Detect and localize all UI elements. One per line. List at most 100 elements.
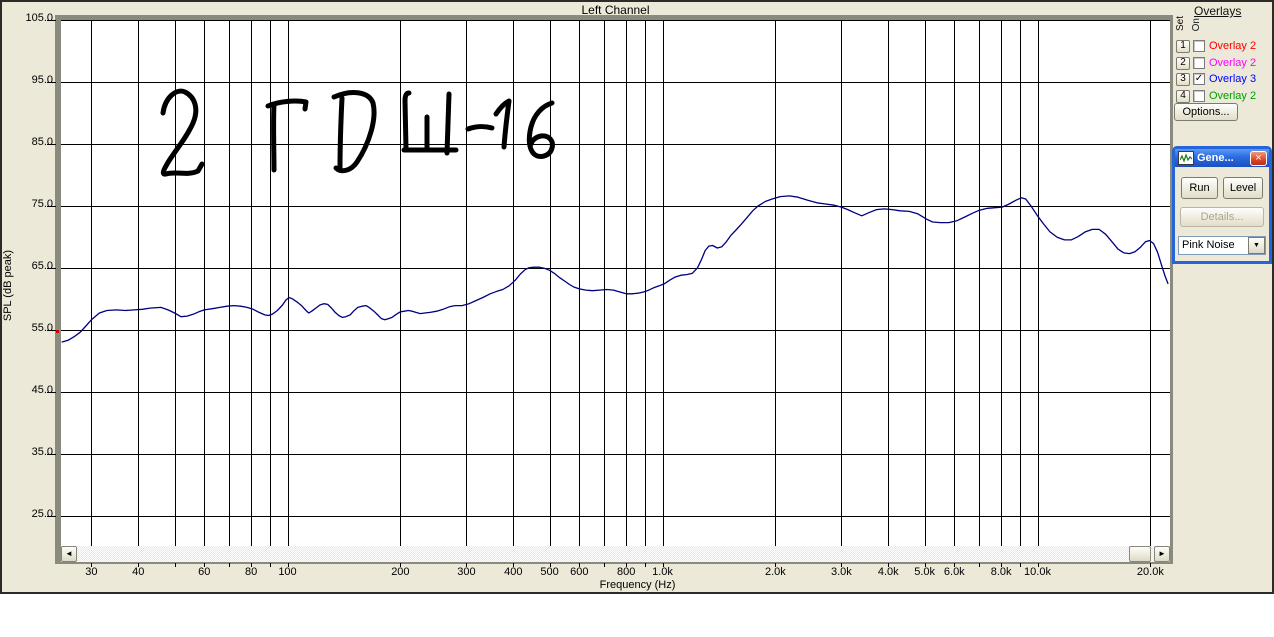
x-axis-title: Frequency (Hz) (599, 579, 676, 591)
y-tick-label: 95.0 (31, 73, 53, 86)
x-tick-label: 30 (85, 566, 98, 578)
y-tick-mark (47, 392, 56, 393)
overlay-set-button-4[interactable]: 4 (1176, 89, 1190, 103)
x-tick-mark (626, 563, 627, 567)
x-tick-label: 80 (245, 566, 258, 578)
y-tick-mark (47, 206, 56, 207)
overlay-checkbox-3[interactable]: ✓ (1193, 73, 1205, 85)
x-tick-label: 10.0k (1024, 566, 1051, 578)
hand-char-dash (465, 124, 495, 132)
x-tick-mark (288, 563, 289, 567)
y-tick-label: 55.0 (31, 321, 53, 334)
x-tick-label: 4.0k (877, 566, 899, 578)
x-tick-mark (645, 563, 646, 567)
plot-frame: ◄ ► (55, 15, 1173, 564)
y-tick-label: 45.0 (31, 383, 53, 396)
overlay-checkbox-1[interactable] (1193, 40, 1205, 52)
y-tick-mark (47, 268, 56, 269)
x-tick-mark (663, 563, 664, 567)
generator-title: Gene... (1197, 152, 1234, 164)
x-tick-label: 1.0k (652, 566, 673, 578)
x-tick-mark (466, 563, 467, 567)
x-tick-mark (270, 563, 271, 567)
gridlines (61, 20, 1170, 546)
x-tick-mark (251, 563, 252, 567)
generator-titlebar[interactable]: Gene... × (1175, 149, 1269, 167)
x-tick-mark (775, 563, 776, 567)
x-tick-label: 800 (616, 566, 636, 578)
x-tick-mark (1150, 563, 1151, 567)
options-button[interactable]: Options... (1174, 103, 1238, 121)
x-scrollbar[interactable]: ◄ ► (61, 546, 1170, 562)
x-tick-mark (138, 563, 139, 567)
y-tick-label: 105.0 (25, 12, 53, 24)
scrollbar-thumb[interactable] (1129, 546, 1151, 562)
x-tick-label: 500 (540, 566, 559, 578)
level-button[interactable]: Level (1223, 177, 1263, 199)
run-button[interactable]: Run (1181, 177, 1218, 199)
overlay-label-4: Overlay 2 (1209, 90, 1257, 102)
overlay-set-button-3[interactable]: 3 (1176, 72, 1190, 86)
y-tick-label: 75.0 (31, 197, 53, 210)
y-tick-label: 35.0 (31, 445, 53, 458)
x-tick-mark (925, 563, 926, 567)
hand-char-sha (401, 90, 459, 156)
check-icon: ✓ (1194, 73, 1204, 84)
hand-char-1 (493, 98, 512, 150)
x-tick-mark (604, 563, 605, 567)
x-tick-mark (1020, 563, 1021, 567)
x-tick-mark (175, 563, 176, 567)
level-marker-dot (56, 330, 59, 333)
overlays-panel-title: Overlays (1194, 4, 1242, 18)
x-tick-label: 6.0k (943, 566, 965, 578)
x-tick-mark (91, 563, 92, 567)
hand-char-6 (526, 100, 555, 159)
x-tick-mark (400, 563, 401, 567)
y-tick-mark (47, 516, 56, 517)
y-tick-mark (47, 82, 56, 83)
overlay-row-2: 2 Overlay 2 (1176, 56, 1256, 70)
y-tick-mark (47, 454, 56, 455)
overlay-label-3: Overlay 3 (1209, 73, 1257, 85)
y-tick-mark (47, 330, 56, 331)
hand-char-2 (160, 88, 205, 177)
x-tick-mark (550, 563, 551, 567)
overlay-row-3: 3 ✓ Overlay 3 (1176, 72, 1256, 86)
scroll-left-icon: ◄ (65, 549, 73, 558)
handwritten-annotation (160, 88, 555, 177)
app-window: Left Channel SPL (dB peak) ◄ ► (0, 0, 1274, 594)
close-icon[interactable]: × (1250, 150, 1267, 166)
chart-title: Left Channel (581, 3, 650, 17)
scroll-right-icon: ► (1158, 549, 1166, 558)
details-button[interactable]: Details... (1180, 207, 1264, 227)
x-tick-label: 20.0k (1136, 566, 1164, 578)
x-tick-mark (979, 563, 980, 567)
overlay-set-button-1[interactable]: 1 (1176, 39, 1190, 53)
frequency-response-plot (61, 20, 1170, 546)
x-tick-label: 200 (391, 566, 410, 578)
y-tick-mark (47, 20, 56, 21)
x-tick-label: 100 (278, 566, 297, 578)
overlay-set-button-2[interactable]: 2 (1176, 56, 1190, 70)
overlay-checkbox-2[interactable] (1193, 57, 1205, 69)
scroll-left-button[interactable]: ◄ (61, 546, 77, 562)
scroll-right-button[interactable]: ► (1154, 546, 1170, 562)
chevron-down-icon[interactable]: ▼ (1248, 237, 1265, 254)
noise-type-value: Pink Noise (1182, 239, 1235, 251)
x-tick-label: 300 (457, 566, 476, 578)
response-curve (61, 195, 1169, 343)
x-tick-label: 5.0k (914, 566, 935, 578)
overlay-label-2: Overlay 2 (1209, 57, 1257, 69)
noise-type-select[interactable]: Pink Noise ▼ (1178, 236, 1266, 255)
overlays-set-column-label: Set (1175, 16, 1186, 32)
generator-icon (1178, 151, 1194, 165)
y-tick-mark (47, 144, 56, 145)
x-tick-label: 400 (504, 566, 523, 578)
x-tick-label: 8.0k (990, 566, 1012, 578)
overlays-on-column-label: On (1191, 18, 1202, 32)
x-tick-label: 600 (570, 566, 589, 578)
x-tick-label: 60 (198, 566, 211, 578)
x-tick-label: 40 (132, 566, 145, 578)
overlay-checkbox-4[interactable] (1193, 90, 1205, 102)
overlay-label-1: Overlay 2 (1209, 40, 1257, 52)
